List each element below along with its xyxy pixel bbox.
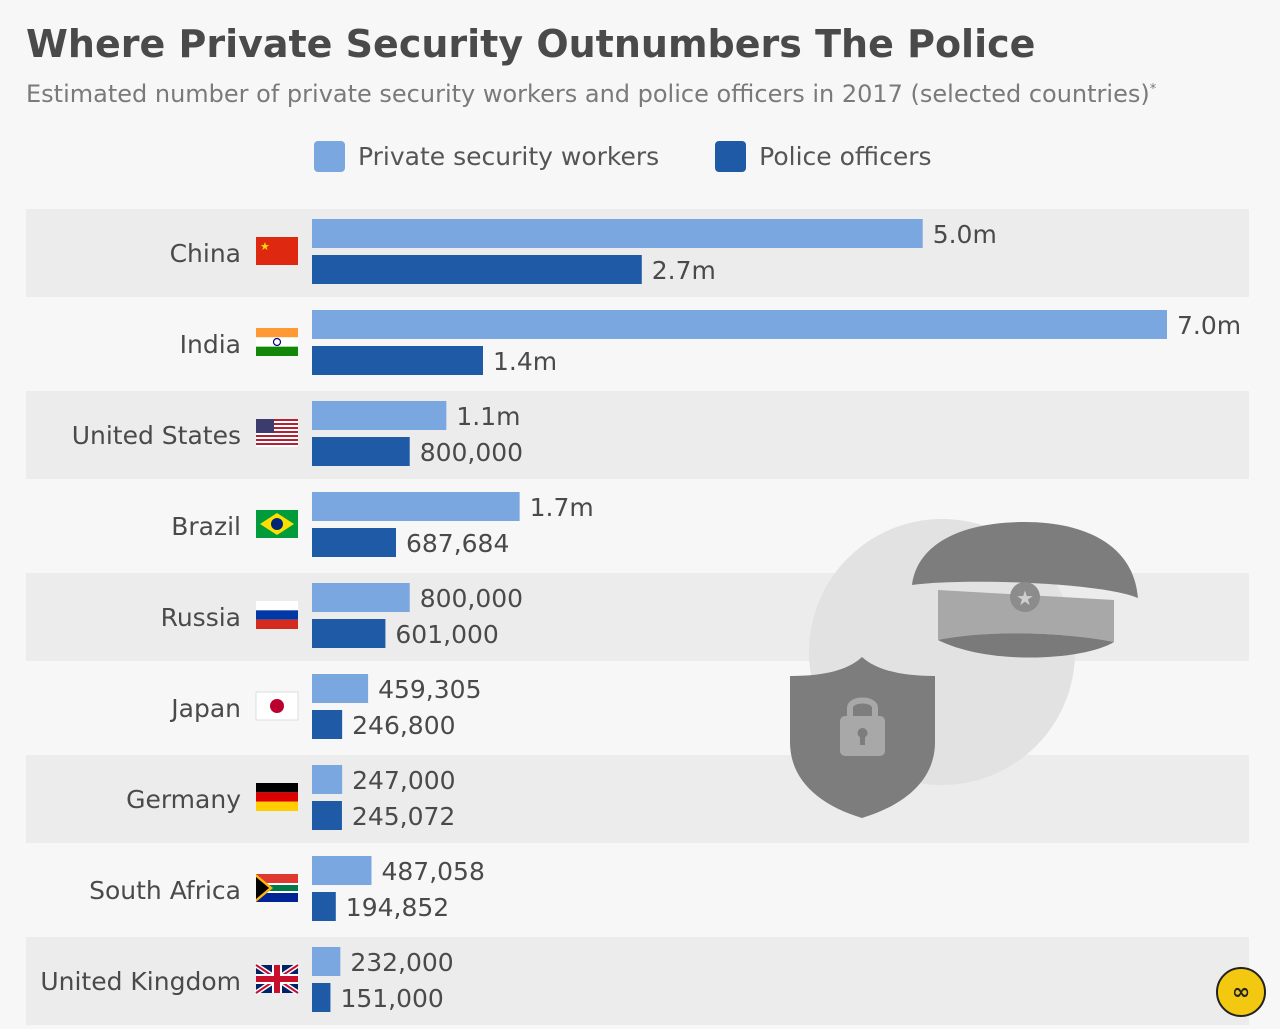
uk-flag-icon [254, 962, 300, 996]
value-label-private-germany: 247,000 [352, 766, 455, 795]
bar-private-india [312, 310, 1167, 339]
value-label-private-japan: 459,305 [378, 675, 481, 704]
brazil-flag-icon [256, 510, 298, 538]
police-cap-icon: ★ [912, 522, 1138, 658]
category-label-china: China [170, 239, 241, 268]
value-label-private-india: 7.0m [1177, 311, 1241, 340]
bar-private-russia [312, 583, 410, 612]
infinity-badge-icon: ∞ [1216, 967, 1266, 1017]
category-label-united-kingdom: United Kingdom [40, 967, 241, 996]
bar-police-germany [312, 801, 342, 830]
value-label-private-united-states: 1.1m [456, 402, 520, 431]
bar-police-china [312, 255, 642, 284]
value-label-police-united-states: 800,000 [420, 438, 523, 467]
category-label-germany: Germany [126, 785, 241, 814]
category-label-russia: Russia [161, 603, 241, 632]
india-flag-icon [256, 328, 298, 356]
value-label-private-south-africa: 487,058 [381, 857, 484, 886]
bar-private-united-kingdom [312, 947, 341, 976]
germany-flag-icon [256, 783, 298, 811]
legend-swatch-private [314, 141, 345, 172]
row-band [26, 846, 1249, 934]
category-label-brazil: Brazil [171, 512, 241, 541]
legend-label-private: Private security workers [358, 142, 660, 171]
bar-police-india [312, 346, 483, 375]
row-band [26, 391, 1249, 479]
category-label-japan: Japan [169, 694, 241, 723]
bar-police-united-kingdom [312, 983, 331, 1012]
legend-item-police: Police officers [715, 141, 932, 172]
value-label-police-germany: 245,072 [352, 802, 455, 831]
chart-title: Where Private Security Outnumbers The Po… [26, 22, 1036, 66]
value-label-police-russia: 601,000 [395, 620, 498, 649]
bar-police-japan [312, 710, 343, 739]
bar-police-united-states [312, 437, 410, 466]
bar-police-brazil [312, 528, 396, 557]
decoration: ★ [790, 519, 1138, 818]
bar-police-south-africa [312, 892, 336, 921]
bar-private-united-states [312, 401, 447, 430]
bar-private-south-africa [312, 856, 372, 885]
legend-swatch-police [715, 141, 747, 172]
legend-item-private: Private security workers [314, 141, 659, 172]
value-label-police-china: 2.7m [652, 256, 716, 285]
bars [312, 219, 1167, 1012]
row-band [26, 937, 1249, 1025]
usa-flag-icon [256, 419, 298, 447]
shield-lock-icon [790, 657, 935, 818]
bar-police-russia [312, 619, 386, 648]
labels: China ★ 5.0m 2.7m India 7.0m 1.4m United States… [40, 220, 1241, 1013]
category-label-india: India [180, 330, 241, 359]
value-label-private-united-kingdom: 232,000 [350, 948, 453, 977]
category-label-united-states: United States [72, 421, 241, 450]
category-label-south-africa: South Africa [89, 876, 241, 905]
value-label-private-russia: 800,000 [420, 584, 523, 613]
legend: Private security workers Police officers [314, 141, 988, 172]
bar-private-china [312, 219, 923, 248]
bar-private-brazil [312, 492, 520, 521]
svg-text:★: ★ [260, 240, 270, 253]
china-flag-icon: ★ [256, 237, 298, 265]
row-bands [26, 209, 1249, 1025]
value-label-police-united-kingdom: 151,000 [340, 984, 443, 1013]
chart-subtitle: Estimated number of private security wor… [26, 80, 1156, 108]
value-label-police-japan: 246,800 [352, 711, 455, 740]
bar-private-japan [312, 674, 369, 703]
value-label-private-brazil: 1.7m [530, 493, 594, 522]
bar-private-germany [312, 765, 343, 794]
south-africa-flag-icon [256, 874, 298, 902]
value-label-private-china: 5.0m [933, 220, 997, 249]
value-label-police-brazil: 687,684 [406, 529, 509, 558]
subtitle-text: Estimated number of private security wor… [26, 80, 1150, 108]
japan-flag-icon [255, 691, 299, 721]
value-label-police-india: 1.4m [493, 347, 557, 376]
row-band [26, 755, 1249, 843]
value-label-police-south-africa: 194,852 [346, 893, 449, 922]
svg-text:★: ★ [1016, 586, 1034, 610]
legend-label-police: Police officers [759, 142, 932, 171]
russia-flag-icon [256, 601, 298, 629]
footnote-mark: * [1149, 82, 1157, 97]
